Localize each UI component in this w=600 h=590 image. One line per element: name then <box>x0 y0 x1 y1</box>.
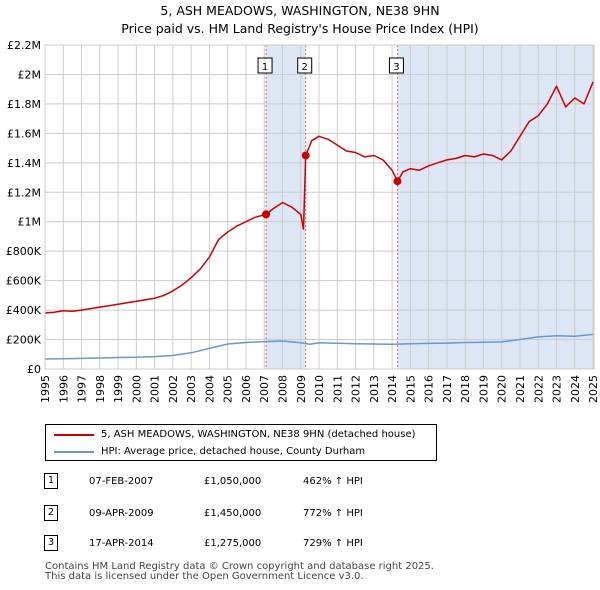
plot-border <box>44 44 595 370</box>
y-tick-label: £2M <box>18 68 42 81</box>
x-tick-label: 2002 <box>167 375 180 403</box>
x-tick-label: 2021 <box>514 375 527 403</box>
sale-marker-box <box>257 57 273 74</box>
shaded-regions <box>266 45 594 369</box>
y-tick-label: £0 <box>27 363 41 376</box>
x-tick-label: 2010 <box>313 375 326 403</box>
legend-swatch-hpi <box>54 451 94 453</box>
sale-marker-label: 2 <box>302 62 308 73</box>
gridlines <box>44 44 594 370</box>
sale-date: 07-FEB-2007 <box>89 476 154 487</box>
x-tick-label: 2004 <box>203 375 216 403</box>
x-tick-label: 2015 <box>404 375 417 403</box>
property-price-line <box>44 81 594 314</box>
y-tick-label: £1.2M <box>7 186 41 199</box>
x-tick-label: 2003 <box>185 375 198 403</box>
sale-price: £1,050,000 <box>204 476 262 487</box>
sale-point <box>393 177 402 186</box>
x-tick-label: 2017 <box>441 375 454 403</box>
sale-marker-label: 3 <box>393 62 399 73</box>
axes: £0 £200K £400K £600K £800K £1M £1.2M £1.4M £1.6M… <box>6 39 600 403</box>
sale-hpi-change: 462% ↑ HPI <box>303 476 363 487</box>
x-tick-label: 2023 <box>551 375 564 403</box>
y-tick-label: £400K <box>6 304 42 317</box>
sale-price: £1,450,000 <box>204 508 262 519</box>
y-tick-label: £600K <box>6 275 42 288</box>
footer: Contains HM Land Registry data © Crown c… <box>45 562 434 582</box>
sale-marker-labels: 1 2 3 <box>257 57 404 74</box>
x-tick-label: 1996 <box>57 375 70 403</box>
legend-label-property: 5, ASH MEADOWS, WASHINGTON, NE38 9HN (de… <box>101 429 416 440</box>
shaded-range <box>266 45 306 369</box>
chart-title-line2: Price paid vs. HM Land Registry's House … <box>121 21 479 36</box>
chart-title: 5, ASH MEADOWS, WASHINGTON, NE38 9HN Pri… <box>0 2 600 38</box>
x-tick-label: 2001 <box>149 375 162 403</box>
x-tick-label: 2005 <box>222 375 235 403</box>
sale-point <box>262 210 271 219</box>
sale-number-badge: 2 <box>44 505 58 521</box>
series-lines <box>44 81 594 360</box>
sale-marker-box <box>297 57 313 74</box>
x-tick-label: 2024 <box>569 375 582 403</box>
x-tick-label: 2009 <box>295 375 308 403</box>
x-tick-label: 1999 <box>112 375 125 403</box>
sale-points <box>262 151 402 219</box>
x-tick-label: 2016 <box>423 375 436 403</box>
x-tick-label: 1995 <box>39 375 52 403</box>
y-tick-label: £200K <box>6 334 42 347</box>
y-tick-label: £1.4M <box>7 157 41 170</box>
y-tick-label: £1.8M <box>7 98 41 111</box>
x-tick-label: 2012 <box>350 375 363 403</box>
sale-marker-box <box>388 57 404 74</box>
x-tick-label: 2018 <box>459 375 472 403</box>
y-tick-label: £1M <box>18 216 42 229</box>
sale-number-badge: 3 <box>44 535 58 551</box>
x-tick-label: 2020 <box>496 375 509 403</box>
legend: 5, ASH MEADOWS, WASHINGTON, NE38 9HN (de… <box>45 424 437 461</box>
x-tick-label: 2006 <box>240 375 253 403</box>
sale-marker-label: 1 <box>262 62 268 73</box>
y-tick-label: £1.6M <box>7 127 41 140</box>
x-tick-label: 2007 <box>258 375 271 403</box>
sale-price: £1,275,000 <box>204 538 262 549</box>
sale-point <box>301 151 310 160</box>
x-tick-label: 2019 <box>477 375 490 403</box>
x-tick-label: 2000 <box>130 375 143 403</box>
x-tick-label: 2025 <box>587 375 600 403</box>
sale-number-badge: 1 <box>44 473 58 489</box>
x-tick-label: 2022 <box>532 375 545 403</box>
sale-hpi-change: 772% ↑ HPI <box>303 508 363 519</box>
x-tick-label: 1998 <box>94 375 107 403</box>
x-tick-label: 2014 <box>386 375 399 403</box>
legend-swatch-property <box>54 434 94 436</box>
x-tick-label: 2013 <box>368 375 381 403</box>
sale-date: 09-APR-2009 <box>89 508 154 519</box>
x-tick-label: 1997 <box>76 375 89 403</box>
footer-line1: Contains HM Land Registry data © Crown c… <box>45 561 434 572</box>
sale-date: 17-APR-2014 <box>89 538 154 549</box>
legend-label-hpi: HPI: Average price, detached house, Coun… <box>101 446 366 457</box>
sale-hpi-change: 729% ↑ HPI <box>303 538 363 549</box>
footer-line2: This data is licensed under the Open Gov… <box>45 571 364 582</box>
chart-title-line1: 5, ASH MEADOWS, WASHINGTON, NE38 9HN <box>160 3 440 18</box>
x-tick-label: 2008 <box>277 375 290 403</box>
y-tick-label: £800K <box>6 245 42 258</box>
shaded-range <box>397 45 594 369</box>
x-tick-label: 2011 <box>331 375 344 403</box>
hpi-line <box>44 333 594 360</box>
sale-markers-lines <box>265 45 398 369</box>
y-tick-label: £2.2M <box>7 39 41 52</box>
